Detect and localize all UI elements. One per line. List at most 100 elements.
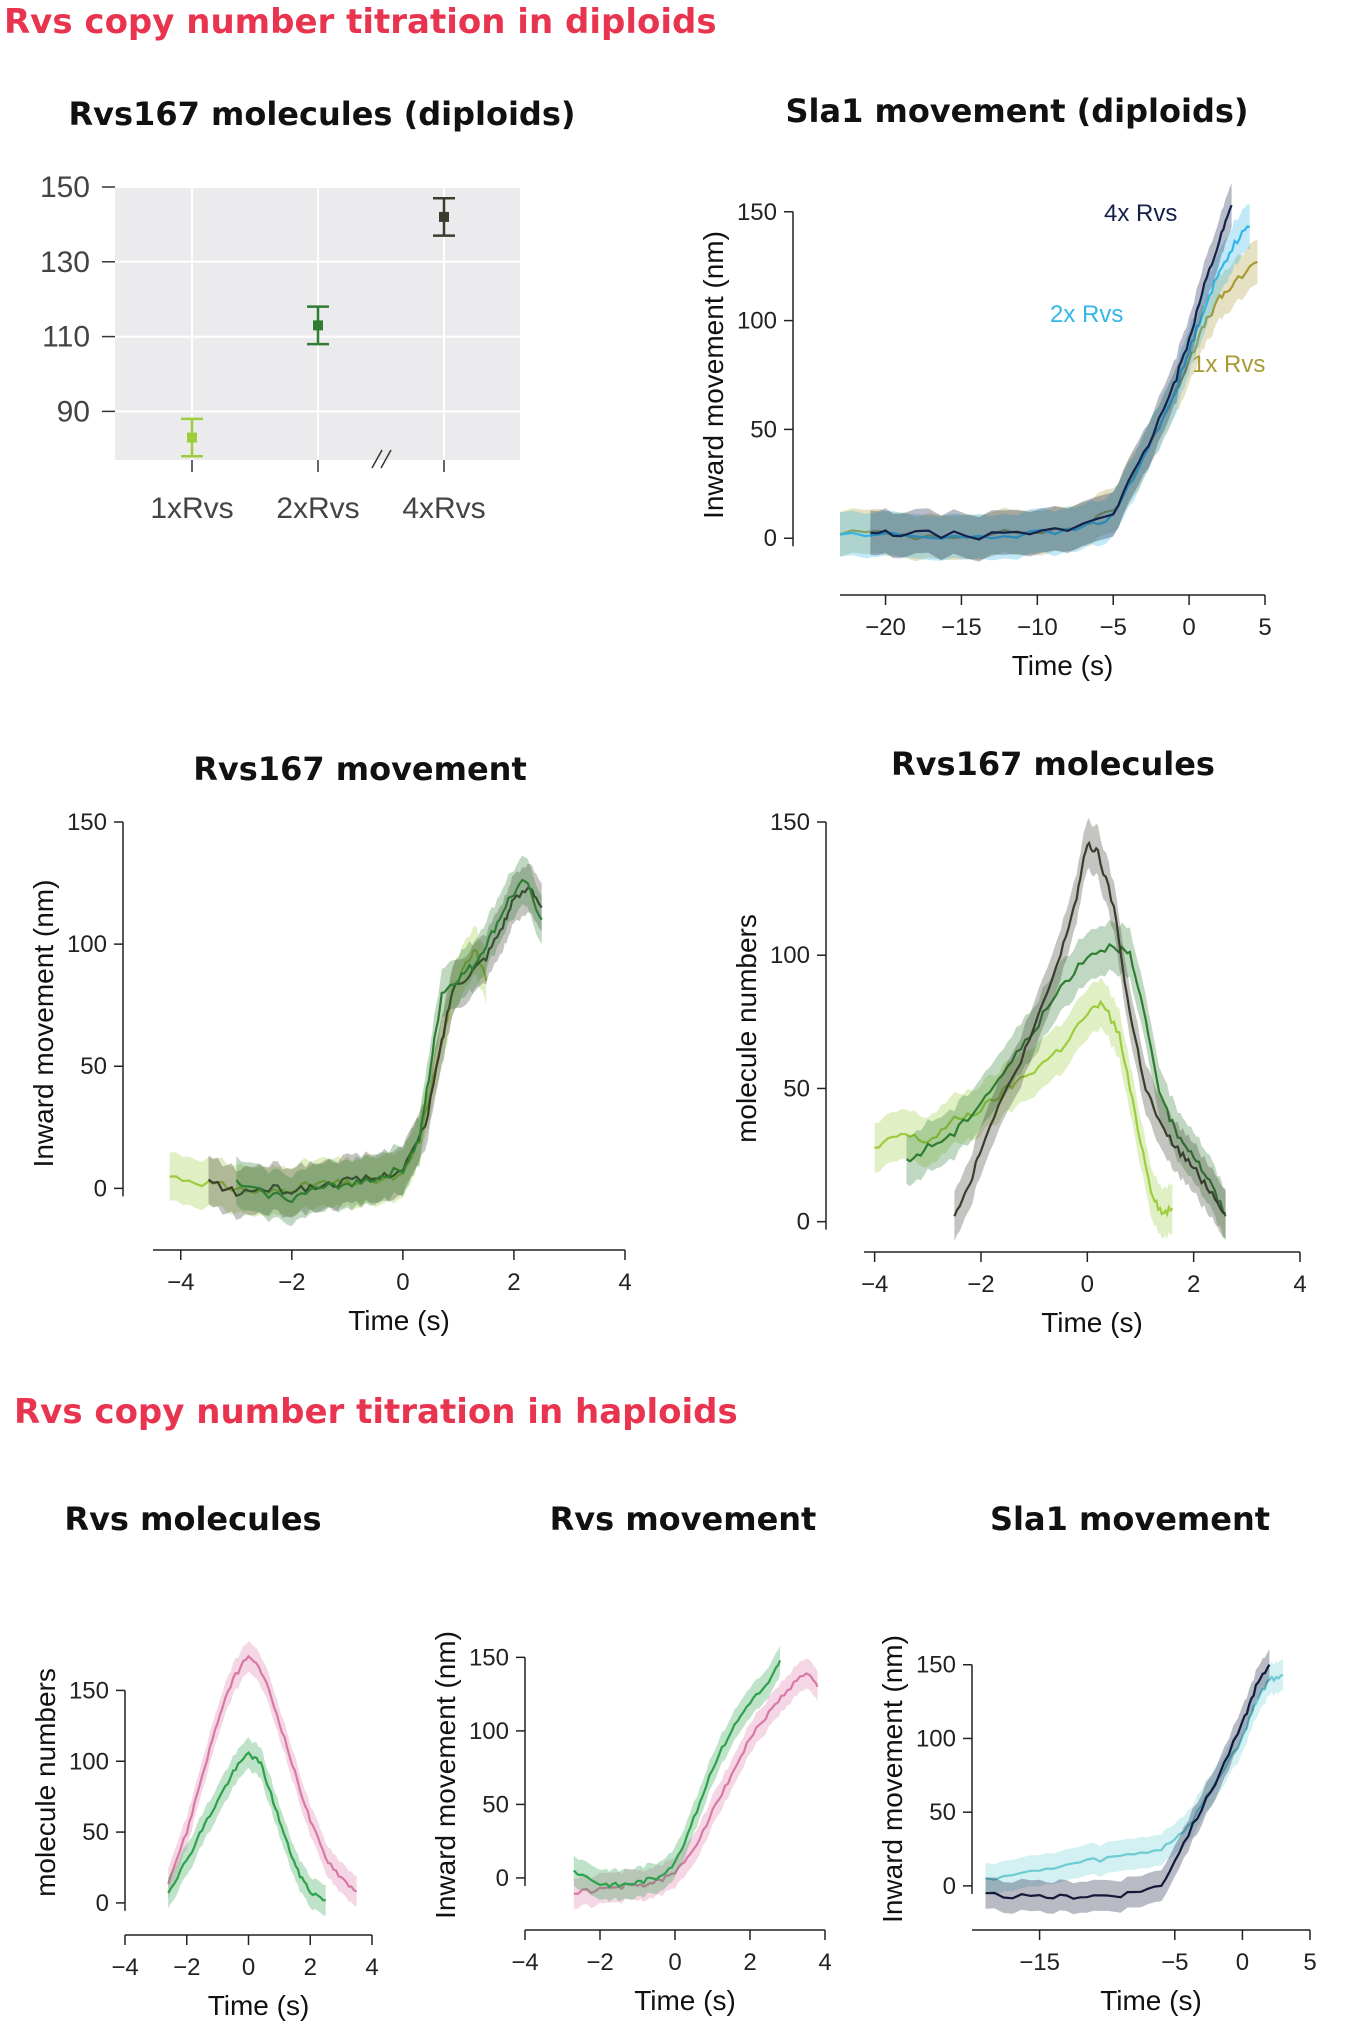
data-point [187, 432, 197, 443]
x-tick-label: 2 [507, 1269, 520, 1296]
x-tick-label: −2 [173, 1954, 200, 1981]
y-axis-label: molecule numbers [30, 1668, 61, 1897]
y-tick-label: 150 [40, 171, 90, 204]
data-point [439, 211, 449, 222]
x-tick-label: 0 [668, 1949, 681, 1976]
chart-title: Rvs167 movement [193, 750, 527, 788]
y-tick-label: 0 [94, 1175, 107, 1202]
series-band [906, 919, 1226, 1242]
x-tick-label: −15 [941, 614, 982, 641]
chart-title: Rvs167 molecules [891, 745, 1215, 783]
x-tick-label: −4 [167, 1269, 194, 1296]
y-tick-label: 150 [770, 809, 810, 836]
series-band [236, 855, 542, 1227]
x-tick-label: −5 [1100, 614, 1127, 641]
x-axis-label: Time (s) [208, 1990, 310, 2021]
series-line [167, 1750, 326, 1902]
y-tick-label: 50 [750, 416, 777, 443]
y-axis-label: Inward movement (nm) [698, 231, 729, 519]
y-axis-label: Inward movement (nm) [430, 1631, 461, 1919]
x-tick-label: 0 [1236, 1949, 1249, 1976]
y-tick-label: 150 [916, 1652, 956, 1679]
chart-title: Rvs molecules [64, 1500, 321, 1538]
series-line [573, 1672, 819, 1895]
series-band [870, 183, 1232, 562]
y-tick-label: 150 [69, 1677, 109, 1704]
y-tick-label: 100 [916, 1725, 956, 1752]
x-tick-label: 4 [618, 1269, 631, 1296]
series-line [573, 1659, 782, 1889]
series-band [573, 1658, 818, 1909]
chart-title: Rvs167 molecules (diploids) [69, 95, 576, 133]
y-axis-label: Inward movement (nm) [877, 1635, 908, 1923]
chart-rvs167-molecules-diploids: Rvs167 molecules (diploids) 150 130 110 90 1x… [40, 95, 576, 525]
x-tick-label: 4xRvs [402, 492, 485, 525]
x-tick-label: 2 [304, 1954, 317, 1981]
series-line [953, 840, 1226, 1217]
x-axis-label: Time (s) [1041, 1307, 1143, 1338]
axis-break-mark [371, 449, 383, 469]
legend-label: 4x Rvs [1104, 200, 1177, 227]
y-tick-label: 0 [943, 1873, 956, 1900]
chart-rvs167-movement: Rvs167 movement 0 50 100 150 −4 −2 0 2 4 Time (s) I… [28, 750, 632, 1336]
x-tick-label: −15 [1019, 1949, 1060, 1976]
x-tick-label: 2xRvs [276, 492, 359, 525]
y-axis-label: molecule numbers [731, 914, 762, 1143]
series-band [954, 818, 1226, 1241]
series-band [168, 1641, 357, 1907]
x-tick-label: 0 [1182, 614, 1195, 641]
x-axis-label: Time (s) [348, 1305, 450, 1336]
y-tick-label: 50 [783, 1075, 810, 1102]
series-line [874, 999, 1174, 1218]
series-line [985, 1664, 1271, 1900]
series-band [573, 1645, 780, 1902]
x-tick-label: −2 [586, 1949, 613, 1976]
series-line [870, 204, 1233, 541]
y-tick-label: 150 [67, 809, 107, 836]
y-tick-label: 110 [42, 321, 90, 354]
y-tick-label: 100 [67, 931, 107, 958]
y-tick-label: 90 [57, 395, 90, 428]
chart-rvs-molecules-haploid: Rvs molecules 0 50 100 150 −4 −2 0 2 4 Time (s) mol… [30, 1500, 379, 2021]
y-tick-label: 150 [469, 1644, 509, 1671]
chart-title: Sla1 movement [990, 1500, 1270, 1538]
x-tick-label: 5 [1303, 1949, 1316, 1976]
y-tick-label: 50 [929, 1799, 956, 1826]
x-tick-label: −5 [1161, 1949, 1188, 1976]
section-title-haploids: Rvs copy number titration in haploids [14, 1392, 738, 1432]
y-tick-label: 0 [496, 1865, 509, 1892]
x-tick-label: 2 [743, 1949, 756, 1976]
y-tick-label: 150 [737, 199, 777, 226]
x-tick-label: 5 [1258, 614, 1271, 641]
x-tick-label: −4 [861, 1271, 888, 1298]
x-tick-label: −4 [511, 1949, 538, 1976]
series-line [167, 1654, 358, 1893]
chart-title: Rvs movement [550, 1500, 817, 1538]
series-band [168, 1737, 326, 1916]
x-tick-label: −20 [865, 614, 906, 641]
x-tick-label: 0 [242, 1954, 255, 1981]
chart-rvs-movement-haploid: Rvs movement 0 50 100 150 −4 −2 0 2 4 Time (s) Inwa… [430, 1500, 832, 2016]
y-tick-label: 100 [69, 1748, 109, 1775]
y-tick-label: 50 [482, 1791, 509, 1818]
legend-label: 2x Rvs [1050, 301, 1123, 328]
legend-label: 1x Rvs [1192, 351, 1265, 378]
x-tick-label: 2 [1187, 1271, 1200, 1298]
x-tick-label: 1xRvs [150, 492, 233, 525]
y-tick-label: 100 [469, 1718, 509, 1745]
x-tick-label: −2 [278, 1269, 305, 1296]
x-tick-label: 0 [396, 1269, 409, 1296]
y-axis-label: Inward movement (nm) [28, 880, 59, 1168]
x-axis-label: Time (s) [1100, 1985, 1202, 2016]
series-band [985, 1649, 1270, 1915]
y-tick-label: 100 [737, 308, 777, 335]
series-line [839, 225, 1251, 540]
axis-break-mark [380, 449, 392, 469]
series-line [235, 878, 543, 1204]
y-tick-label: 0 [764, 525, 777, 552]
x-tick-label: 0 [1081, 1271, 1094, 1298]
x-tick-label: −4 [111, 1954, 138, 1981]
series-band [840, 239, 1258, 562]
